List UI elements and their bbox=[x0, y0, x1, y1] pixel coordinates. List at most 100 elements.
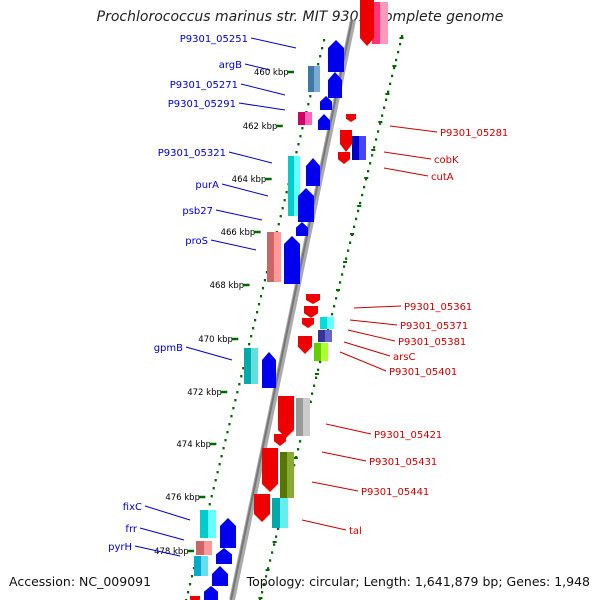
right-track-dot bbox=[367, 170, 370, 173]
right-track-dot bbox=[379, 122, 382, 125]
right-track-dot bbox=[347, 249, 350, 252]
left-track-dot bbox=[252, 327, 255, 330]
gene-block bbox=[196, 541, 204, 555]
forward-gene-label: proS bbox=[185, 236, 208, 247]
forward-leader-line bbox=[240, 83, 286, 96]
right-track-dot bbox=[333, 305, 336, 308]
right-track-dot bbox=[299, 440, 302, 443]
left-track-dot bbox=[192, 567, 196, 570]
right-track-dot bbox=[317, 368, 320, 372]
left-track-dot bbox=[220, 455, 223, 458]
forward-gene-arrow bbox=[220, 518, 236, 548]
left-track-dot bbox=[250, 335, 253, 338]
forward-gene-arrow bbox=[296, 222, 308, 236]
reverse-gene-arrow bbox=[304, 306, 318, 318]
gene-block bbox=[294, 156, 300, 216]
reverse-gene-arrow bbox=[254, 494, 270, 522]
gene-block bbox=[274, 232, 281, 282]
left-track-dot bbox=[216, 471, 219, 474]
reverse-leader-line bbox=[353, 305, 402, 309]
gene-block bbox=[372, 2, 380, 44]
reverse-gene-arrow bbox=[340, 130, 352, 152]
right-track-dot bbox=[315, 376, 318, 379]
forward-gene-label: fixC bbox=[123, 502, 142, 513]
left-track-dot bbox=[248, 343, 251, 346]
left-track-dot bbox=[257, 303, 261, 306]
kbp-label: 468 kbp bbox=[210, 281, 245, 291]
left-track-dot bbox=[218, 463, 221, 466]
right-track-dot bbox=[359, 201, 362, 205]
reverse-gene-arrow bbox=[306, 294, 320, 304]
right-track-dot bbox=[395, 58, 398, 62]
right-track-dot bbox=[263, 583, 266, 586]
left-track-dot bbox=[295, 151, 298, 154]
gene-block bbox=[280, 498, 288, 528]
accession-text: Accession: NC_009091 bbox=[9, 574, 152, 589]
gene-block bbox=[314, 343, 321, 361]
right-track-dot bbox=[293, 463, 296, 467]
left-track-dot bbox=[261, 287, 265, 290]
left-track-dot bbox=[242, 367, 245, 370]
reverse-leader-line bbox=[389, 125, 438, 133]
forward-leader-line bbox=[244, 63, 271, 71]
right-track-dot bbox=[365, 177, 368, 181]
forward-gene-label: argB bbox=[219, 60, 242, 71]
left-track-dot bbox=[234, 399, 237, 402]
right-track-dot bbox=[397, 50, 400, 54]
right-track-dot bbox=[349, 241, 352, 244]
right-track-dot bbox=[275, 535, 278, 538]
forward-leader-line bbox=[221, 183, 269, 197]
forward-gene-arrow bbox=[298, 188, 314, 222]
kbp-label: 462 kbp bbox=[243, 122, 278, 132]
reverse-leader-line bbox=[349, 319, 398, 326]
reverse-gene-arrow bbox=[302, 318, 314, 328]
left-track-dot bbox=[240, 375, 243, 378]
reverse-gene-label: tal bbox=[349, 526, 362, 537]
forward-gene-arrow bbox=[216, 548, 232, 564]
kbp-label: 466 kbp bbox=[221, 228, 256, 238]
reverse-gene-label: cobK bbox=[434, 155, 459, 166]
right-track-dot bbox=[371, 154, 374, 157]
left-track-dot bbox=[210, 495, 213, 498]
right-track-dot bbox=[383, 106, 386, 109]
forward-gene-arrow bbox=[318, 114, 330, 130]
left-track-dot bbox=[297, 143, 300, 146]
right-track-dot bbox=[369, 162, 372, 165]
reverse-gene-arrow bbox=[360, 0, 374, 46]
forward-gene-label: pyrH bbox=[108, 542, 132, 553]
reverse-gene-labels: P9301_05281 cobK cutA P9301_05361 P9301_0537… bbox=[301, 125, 508, 537]
gene-block bbox=[267, 232, 274, 282]
forward-gene-labels: P9301_05251 argB P9301_05271 P9301_05291 P93… bbox=[108, 34, 297, 557]
reverse-gene-arrow bbox=[262, 448, 278, 492]
reverse-gene-label: P9301_05431 bbox=[369, 457, 437, 468]
left-track-dot bbox=[307, 103, 310, 106]
gene-block bbox=[325, 330, 332, 342]
left-track-dot bbox=[188, 583, 192, 586]
forward-leader-line bbox=[210, 239, 257, 251]
left-track-dot bbox=[259, 295, 263, 298]
reverse-leader-line bbox=[383, 151, 432, 160]
gene-block bbox=[352, 136, 359, 160]
forward-gene-label: psb27 bbox=[182, 206, 213, 217]
gene-block bbox=[201, 556, 208, 576]
kbp-label: 460 kbp bbox=[254, 68, 289, 78]
right-track-dot bbox=[265, 575, 268, 578]
forward-gene-label: P9301_05271 bbox=[170, 80, 238, 91]
genome-summary: Topology: circular; Length: 1,641,879 bp… bbox=[246, 574, 590, 589]
right-track-dot bbox=[375, 138, 378, 141]
right-track-dot bbox=[381, 114, 384, 117]
reverse-leader-line bbox=[343, 341, 391, 357]
right-track-dot bbox=[355, 217, 358, 221]
reverse-leader-line bbox=[347, 329, 396, 342]
reverse-gene-label: arsC bbox=[393, 352, 415, 363]
forward-gene-label: purA bbox=[195, 180, 219, 191]
reverse-leader-line bbox=[321, 451, 367, 462]
kbp-label: 478 kbp bbox=[154, 547, 189, 557]
right-track-dot bbox=[269, 559, 272, 562]
right-track-dot bbox=[319, 360, 322, 364]
right-track-dot bbox=[357, 209, 360, 213]
gene-block bbox=[296, 398, 303, 436]
reverse-gene-label: P9301_05441 bbox=[361, 487, 429, 498]
right-track-dot bbox=[361, 193, 364, 197]
